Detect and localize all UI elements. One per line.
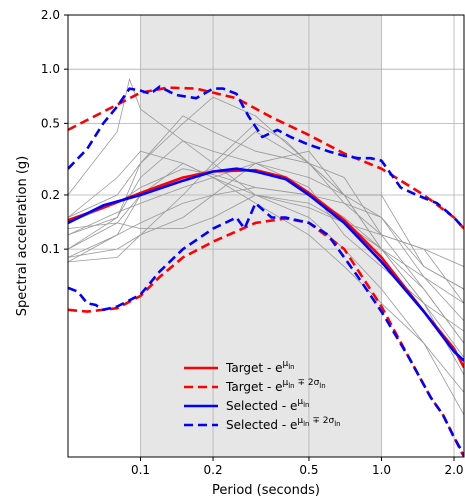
- y-tick-label: 0.5: [41, 116, 60, 130]
- selected-upper-line: [68, 85, 464, 230]
- x-tick-label: 0.2: [204, 463, 223, 477]
- legend-entry-target-upper: Target - eμln ∓ 2σln: [184, 378, 326, 394]
- record-spectrum-line: [68, 122, 464, 322]
- legend-label: Target - eμln ∓ 2σln: [225, 378, 326, 394]
- legend: Target - eμln Target - eμln ∓ 2σln Selecte…: [184, 359, 341, 432]
- record-spectra: [68, 77, 464, 416]
- summary-curves: [68, 85, 464, 457]
- target-lower-line: [68, 217, 464, 457]
- x-tick-label: 0.1: [131, 463, 150, 477]
- selected-lower-line: [68, 201, 464, 456]
- x-tick-label: 1.0: [372, 463, 391, 477]
- legend-label: Target - eμln: [225, 359, 295, 375]
- x-axis-ticks: 0.1 0.2 0.5 1.0 2.0: [131, 457, 464, 477]
- y-tick-label: 0.2: [41, 188, 60, 202]
- grid-lines: [68, 14, 464, 457]
- x-axis-label: Period (seconds): [212, 483, 320, 498]
- selected-median-line: [68, 167, 464, 362]
- y-axis-label: Spectral acceleration (g): [15, 156, 30, 316]
- record-spectrum-line: [68, 194, 464, 267]
- legend-entry-selected-median: Selected - eμln: [184, 397, 310, 413]
- period-range-shading: [140, 15, 382, 457]
- legend-entry-selected-upper: Selected - eμln ∓ 2σln: [184, 416, 341, 432]
- legend-entry-target-median: Target - eμln: [184, 359, 295, 375]
- y-tick-label: 2.0: [41, 8, 60, 22]
- record-spectrum-line: [68, 131, 464, 344]
- y-axis-ticks: 0.1 0.2 0.5 1.0 2.0: [41, 8, 68, 256]
- plot-frame: [67, 14, 465, 458]
- record-spectrum-line: [68, 96, 464, 358]
- x-tick-label: 2.0: [444, 463, 463, 477]
- x-tick-label: 0.5: [299, 463, 318, 477]
- y-tick-label: 1.0: [41, 62, 60, 76]
- legend-label: Selected - eμln: [226, 397, 310, 413]
- record-spectrum-line: [68, 150, 464, 416]
- legend-label: Selected - eμln ∓ 2σln: [226, 416, 341, 432]
- y-tick-label: 0.1: [41, 242, 60, 256]
